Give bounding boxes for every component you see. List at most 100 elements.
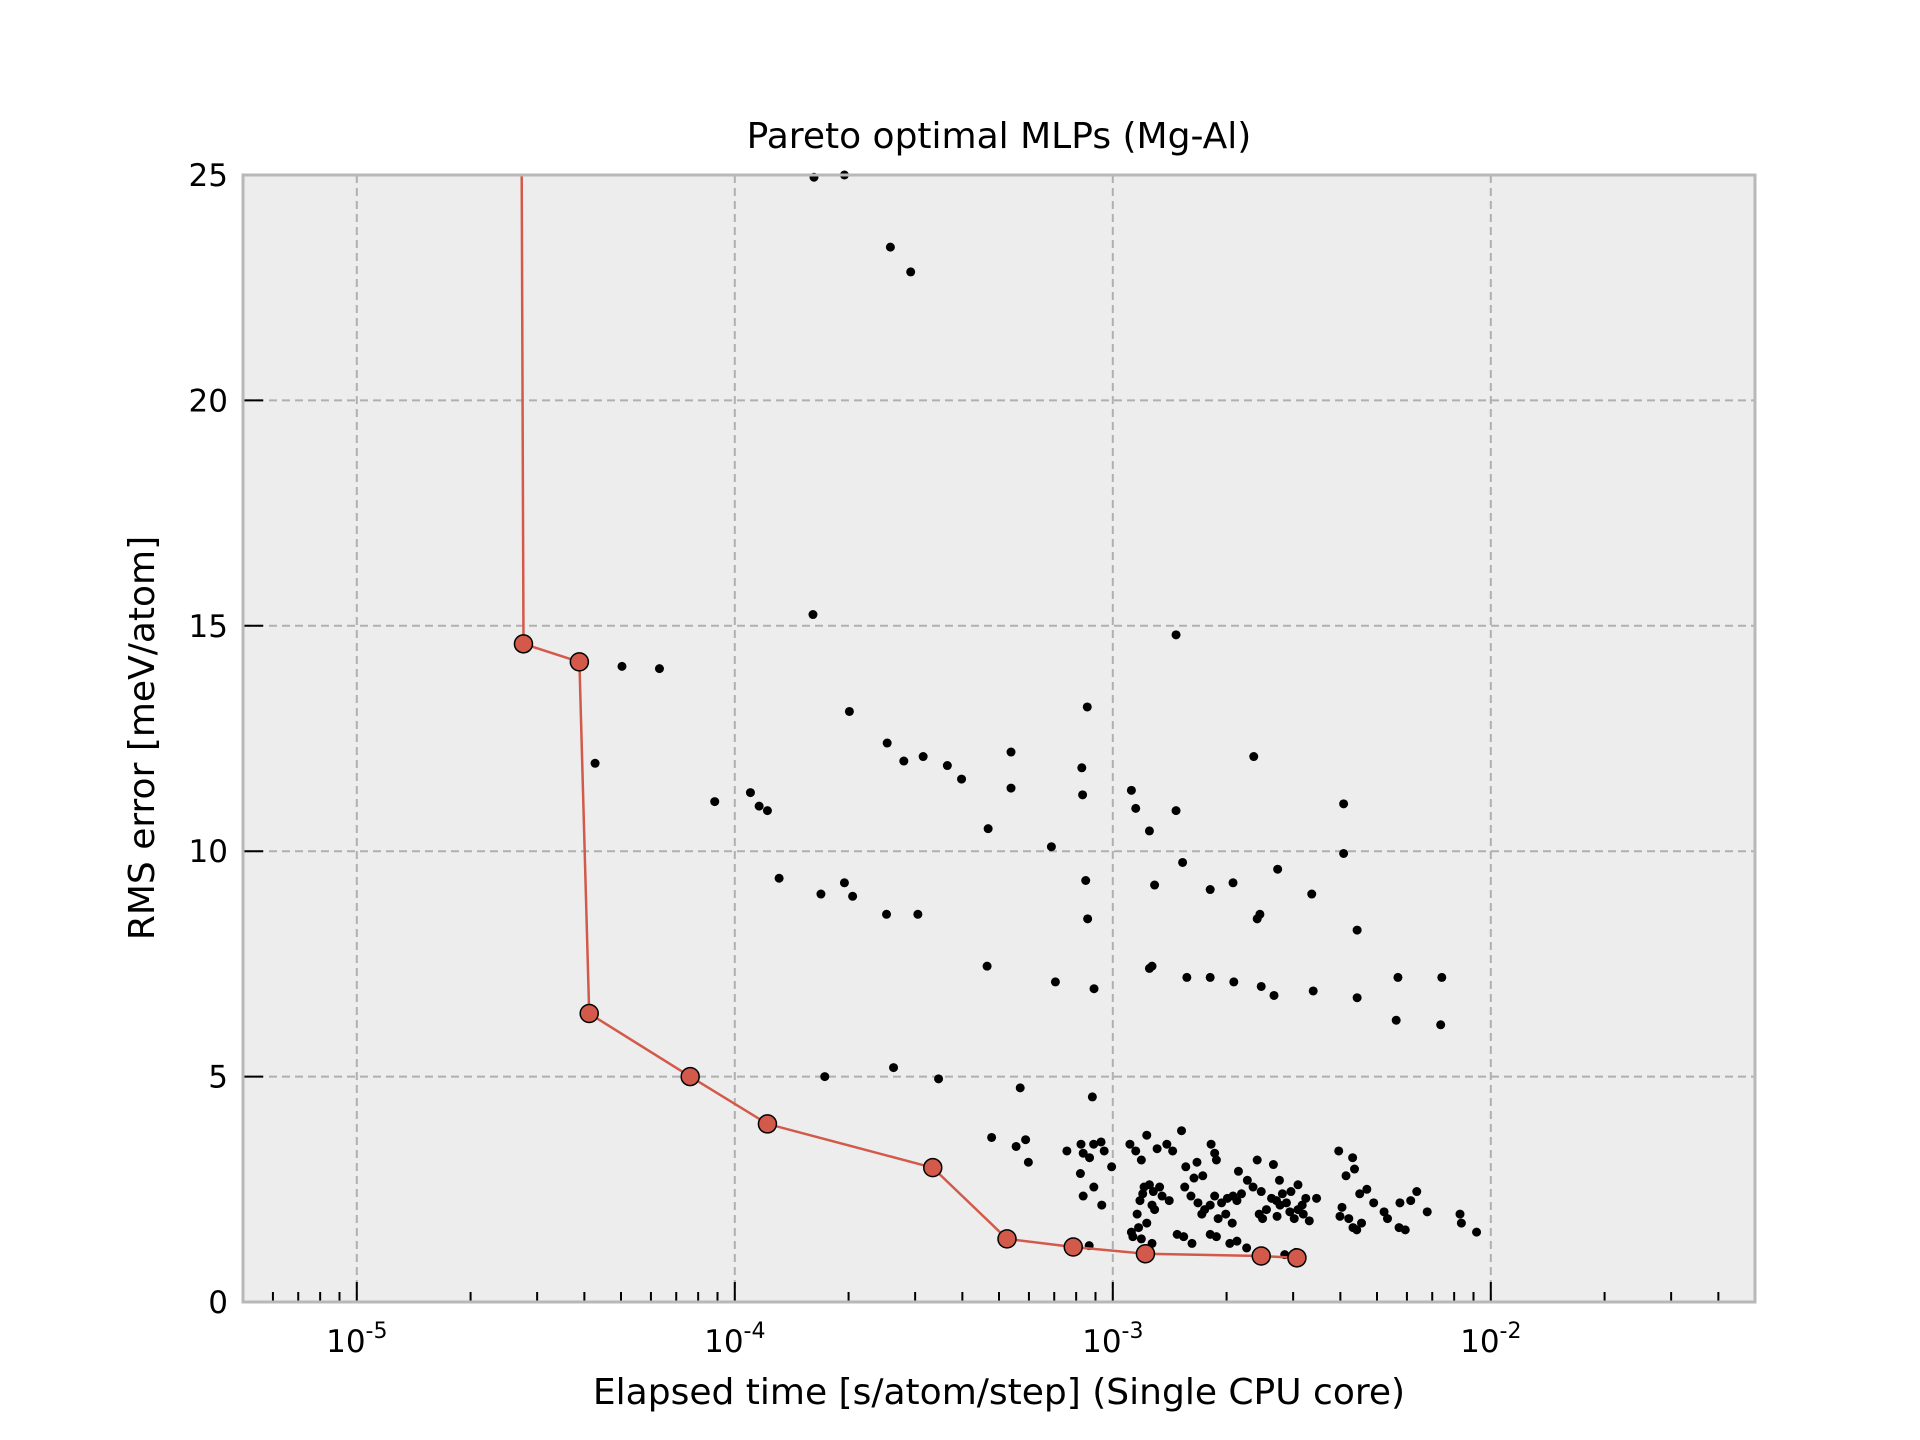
data-point xyxy=(1344,1214,1354,1224)
data-point xyxy=(1248,1182,1258,1192)
data-point xyxy=(1348,1153,1358,1163)
data-point xyxy=(1455,1209,1465,1219)
data-point xyxy=(1233,1166,1243,1176)
data-point xyxy=(1369,1198,1379,1208)
y-tick-label: 15 xyxy=(189,609,228,645)
data-point xyxy=(1050,977,1060,987)
data-point xyxy=(1261,1205,1271,1215)
pareto-front xyxy=(513,174,1307,1268)
data-point xyxy=(1355,1189,1365,1199)
data-point xyxy=(1437,972,1447,982)
data-point xyxy=(983,824,993,834)
data-point xyxy=(1256,1187,1266,1197)
data-point xyxy=(1082,702,1092,712)
pareto-point xyxy=(1063,1237,1084,1257)
data-point xyxy=(1307,889,1317,899)
data-point xyxy=(1144,826,1154,836)
data-point xyxy=(1228,878,1238,888)
data-point xyxy=(1189,1173,1199,1183)
data-point xyxy=(1135,1196,1145,1206)
data-point xyxy=(1352,993,1362,1003)
data-point xyxy=(1023,1157,1033,1167)
data-point xyxy=(906,267,916,277)
data-point xyxy=(1382,1214,1392,1224)
tick-labels: 10-5 10-4 10-3 10-2 0 5 10 15 20 25 xyxy=(189,158,1522,1360)
data-point xyxy=(1150,880,1160,890)
pareto-point xyxy=(1287,1248,1307,1268)
data-point xyxy=(1128,1232,1138,1242)
data-point xyxy=(1210,1148,1220,1158)
data-point xyxy=(1178,857,1188,867)
x-axis-label: Elapsed time [s/atom/step] (Single CPU c… xyxy=(593,1372,1405,1413)
data-point xyxy=(1148,1187,1158,1197)
data-point xyxy=(1221,1209,1231,1219)
data-point xyxy=(1456,1218,1466,1228)
data-point xyxy=(1181,1162,1191,1172)
data-point xyxy=(1186,1191,1196,1201)
data-point xyxy=(1236,1189,1246,1199)
data-point xyxy=(1242,1243,1252,1253)
data-point xyxy=(882,738,892,748)
data-point xyxy=(1335,1211,1345,1221)
data-point xyxy=(1134,1223,1144,1233)
data-point xyxy=(808,610,818,620)
data-point xyxy=(839,878,849,888)
data-point xyxy=(1269,990,1279,1000)
data-point xyxy=(1213,1214,1223,1224)
data-point xyxy=(1139,1182,1149,1192)
data-point xyxy=(1126,785,1136,795)
data-point xyxy=(1085,1153,1095,1163)
data-point xyxy=(590,758,600,768)
data-point xyxy=(1211,1155,1221,1165)
data-point xyxy=(1357,1218,1367,1228)
data-point xyxy=(1046,842,1056,852)
data-point xyxy=(1352,1225,1362,1235)
data-point xyxy=(1281,1198,1291,1208)
data-point xyxy=(1155,1182,1165,1192)
data-point xyxy=(1136,1155,1146,1165)
data-point xyxy=(1293,1180,1303,1190)
data-point xyxy=(1206,1139,1216,1149)
grid-lines xyxy=(243,175,1755,1302)
data-point xyxy=(654,664,664,674)
y-tick-label: 10 xyxy=(189,834,228,870)
pareto-point xyxy=(569,652,590,672)
data-point xyxy=(1205,972,1215,982)
data-point xyxy=(1187,1238,1197,1248)
data-point xyxy=(1179,1232,1189,1242)
data-point xyxy=(1205,1200,1215,1210)
pareto-line xyxy=(520,174,1297,1260)
data-point xyxy=(1393,972,1403,982)
data-point xyxy=(1255,909,1265,919)
pareto-point xyxy=(579,1003,599,1024)
data-point xyxy=(1391,1015,1401,1025)
data-point xyxy=(1125,1139,1135,1149)
data-point xyxy=(1472,1227,1482,1237)
data-point xyxy=(1312,1193,1322,1203)
data-point xyxy=(1412,1187,1422,1197)
data-point xyxy=(1362,1184,1372,1194)
data-point xyxy=(1107,1162,1117,1172)
data-point xyxy=(1285,1207,1295,1217)
data-point xyxy=(1087,1092,1097,1102)
y-tick-label: 20 xyxy=(189,383,228,419)
data-point xyxy=(1132,1209,1142,1219)
data-point xyxy=(1229,977,1239,987)
data-point xyxy=(754,801,764,811)
data-point xyxy=(1089,984,1099,994)
data-point xyxy=(1211,1232,1221,1242)
pareto-point xyxy=(757,1114,778,1134)
data-point xyxy=(882,909,892,919)
data-point xyxy=(1021,1135,1031,1145)
data-point xyxy=(1406,1196,1416,1206)
data-point xyxy=(918,752,928,762)
data-point xyxy=(1301,1193,1311,1203)
data-point xyxy=(1075,1169,1085,1179)
data-point xyxy=(1273,864,1283,874)
data-point xyxy=(1006,747,1016,757)
data-point xyxy=(1289,1214,1299,1224)
data-point xyxy=(1339,848,1349,858)
data-point xyxy=(899,756,909,766)
data-point xyxy=(1339,799,1349,809)
data-point xyxy=(1138,1189,1148,1199)
